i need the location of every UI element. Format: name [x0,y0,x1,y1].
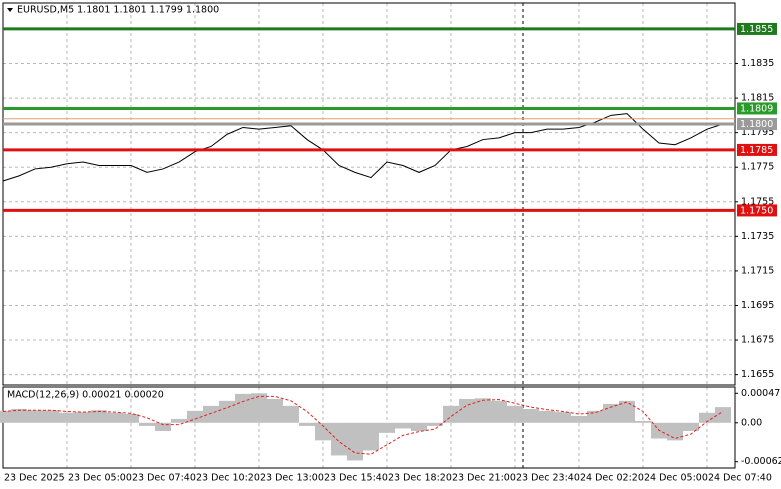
y-tick-label: 1.1775 [741,162,774,173]
macd-bar [523,408,539,423]
macd-bar [331,422,347,456]
macd-bar [667,422,683,441]
level-label: 1.1855 [740,24,773,35]
level-label-box [737,102,777,115]
x-tick-label: 24 Dec 05:00 [644,473,708,484]
x-tick-label: 23 Dec 05:00 [68,473,132,484]
y-tick-label: 1.1715 [741,265,774,276]
macd-bar [251,393,267,423]
macd-bar [75,412,91,423]
macd-bar [379,422,395,433]
y-tick-label: -0.00062 [741,456,781,467]
macd-bar [507,405,523,423]
macd-bar [155,422,171,431]
level-label-box [737,204,777,217]
chart-title: EURUSD,M5 1.1801 1.1801 1.1799 1.1800 [17,5,219,16]
signal-line [2,395,724,455]
level-label-box [737,143,777,156]
macd-bar [187,410,203,423]
macd-bar [459,398,475,423]
macd-bar [203,405,219,423]
macd-bar [491,400,507,423]
macd-bar [411,422,427,431]
grid-layer [3,3,735,468]
y-tick-label: 1.1755 [741,196,774,207]
macd-bar [619,400,635,423]
dropdown-icon [7,8,13,12]
macd-bar [571,415,587,423]
x-tick-label: 23 Dec 07:40 [132,473,196,484]
x-tick-label: 23 Dec 13:00 [260,473,324,484]
macd-bar [139,422,155,426]
level-label: 1.1800 [740,119,773,130]
macd-bar [299,422,315,426]
x-tick-label: 24 Dec 07:40 [708,473,772,484]
macd-bar [427,422,443,426]
x-tick-label: 23 Dec 21:00 [452,473,516,484]
macd-bar [11,408,27,423]
x-tick-label: 23 Dec 15:40 [324,473,388,484]
level-label-box [737,117,777,130]
macd-bar [91,410,107,423]
y-tick-label: 0.00 [741,417,762,428]
level-label-box [737,22,777,35]
macd-title: MACD(12,26,9) 0.00021 0.00020 [7,390,164,401]
x-tick-label: 23 Dec 18:20 [388,473,452,484]
macd-bar [0,410,11,423]
x-tick-label: 24 Dec 02:20 [580,473,644,484]
main-frame [2,2,736,386]
macd-bar [683,422,699,431]
y-tick-label: 1.1675 [741,335,774,346]
macd-bar [555,412,571,423]
x-tick-label: 23 Dec 10:20 [196,473,260,484]
y-tick-label: 0.00047 [741,388,780,399]
level-label: 1.1785 [740,145,773,156]
macd-bar [123,414,139,423]
y-tick-label: 1.1835 [741,58,774,69]
macd-bar [635,420,651,423]
macd-bar [59,412,75,423]
macd-bar [43,410,59,423]
macd-bar [219,400,235,423]
y-tick-label: 1.1795 [741,127,774,138]
macd-bar [27,410,43,423]
x-tick-label: 23 Dec 23:40 [516,473,580,484]
macd-bar [539,410,555,423]
macd-bar [475,398,491,423]
macd-bar [587,410,603,423]
macd-bar [443,405,459,423]
macd-bar [315,422,331,441]
y-tick-label: 1.1815 [741,93,774,104]
macd-bar [395,422,411,429]
y-tick-label: 1.1735 [741,231,774,242]
level-label: 1.1809 [740,103,773,114]
macd-bar [235,393,251,423]
y-tick-label: 1.1655 [741,369,774,380]
macd-bar [363,422,379,451]
macd-bar [283,405,299,423]
macd-bar [267,398,283,423]
macd-frame [2,386,736,469]
level-label: 1.1750 [740,205,773,216]
x-tick-label: 23 Dec 2025 [4,473,65,484]
macd-bar [347,422,363,461]
macd-bar [171,419,187,423]
macd-bar [699,412,715,423]
y-tick-label: 1.1695 [741,300,774,311]
macd-bar [107,412,123,423]
macd-bar [715,407,731,423]
